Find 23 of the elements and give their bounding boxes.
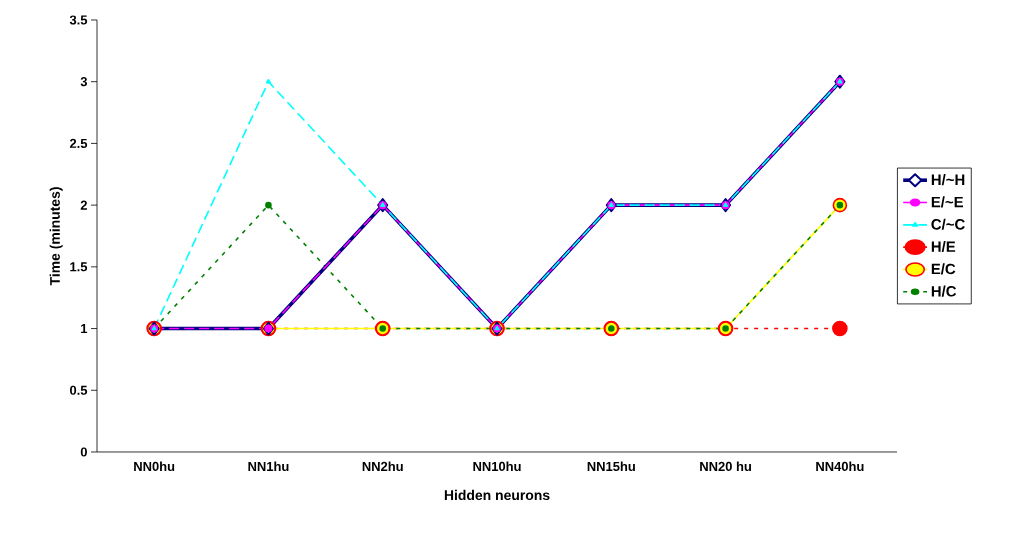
y-tick-label: 0.5 [70, 385, 88, 395]
x-tick-label: NN1hu [248, 461, 289, 472]
x-tick-label: NN2hu [362, 461, 403, 472]
y-tick-label: 2 [80, 200, 87, 210]
x-tick-label: NN15hu [587, 461, 635, 472]
legend-label: E/~E [931, 196, 964, 208]
y-tick-label: 3.5 [69, 15, 88, 25]
y-tick-label: 3 [80, 77, 88, 87]
y-tick-label: 2.5 [69, 138, 88, 148]
legend-label: H/C [931, 285, 957, 297]
x-tick-label: NN10hu [473, 461, 521, 472]
x-tick-label: NN0hu [134, 461, 175, 472]
y-axis-title: Time (minutes) [49, 187, 63, 286]
x-axis-title: Hidden neurons [444, 489, 550, 501]
y-tick-label: 1.5 [70, 262, 88, 272]
x-tick-label: NN20 hu [700, 461, 751, 472]
legend-label: H/~H [931, 174, 965, 186]
x-tick-label: NN40hu [816, 461, 864, 472]
legend-label: E/C [931, 263, 956, 275]
legend-label: C/~C [931, 218, 965, 230]
y-tick-label: 0 [80, 447, 87, 457]
y-tick-label: 1 [81, 324, 88, 334]
legend-label: H/E [931, 240, 956, 253]
